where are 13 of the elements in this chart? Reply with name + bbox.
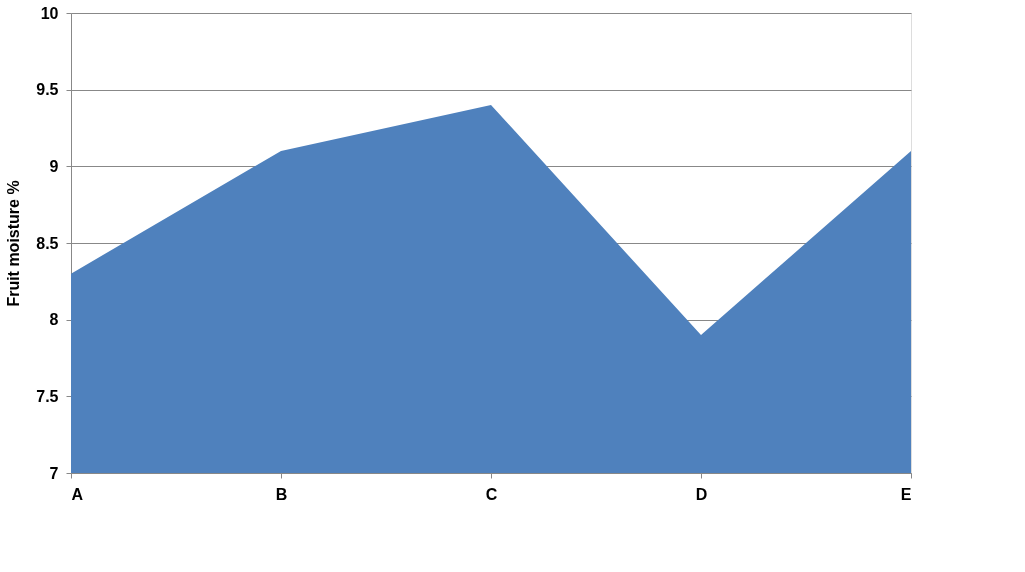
x-tick-label: B: [275, 485, 288, 503]
x-tick-label: C: [485, 485, 498, 503]
y-tick-label: 9.5: [36, 81, 59, 99]
y-tick-label: 8.5: [36, 234, 59, 252]
y-axis-title: Fruit moisture %: [5, 180, 23, 307]
y-tick-label: 7: [49, 464, 59, 482]
x-tick-label: D: [695, 485, 708, 503]
y-tick-label: 10: [40, 4, 59, 22]
x-tick-label: E: [900, 485, 912, 503]
y-tick-label: 8: [49, 311, 59, 329]
y-tick-label: 9: [49, 157, 59, 175]
y-tick-label: 7.5: [36, 387, 59, 405]
x-tick-label: A: [71, 485, 84, 503]
